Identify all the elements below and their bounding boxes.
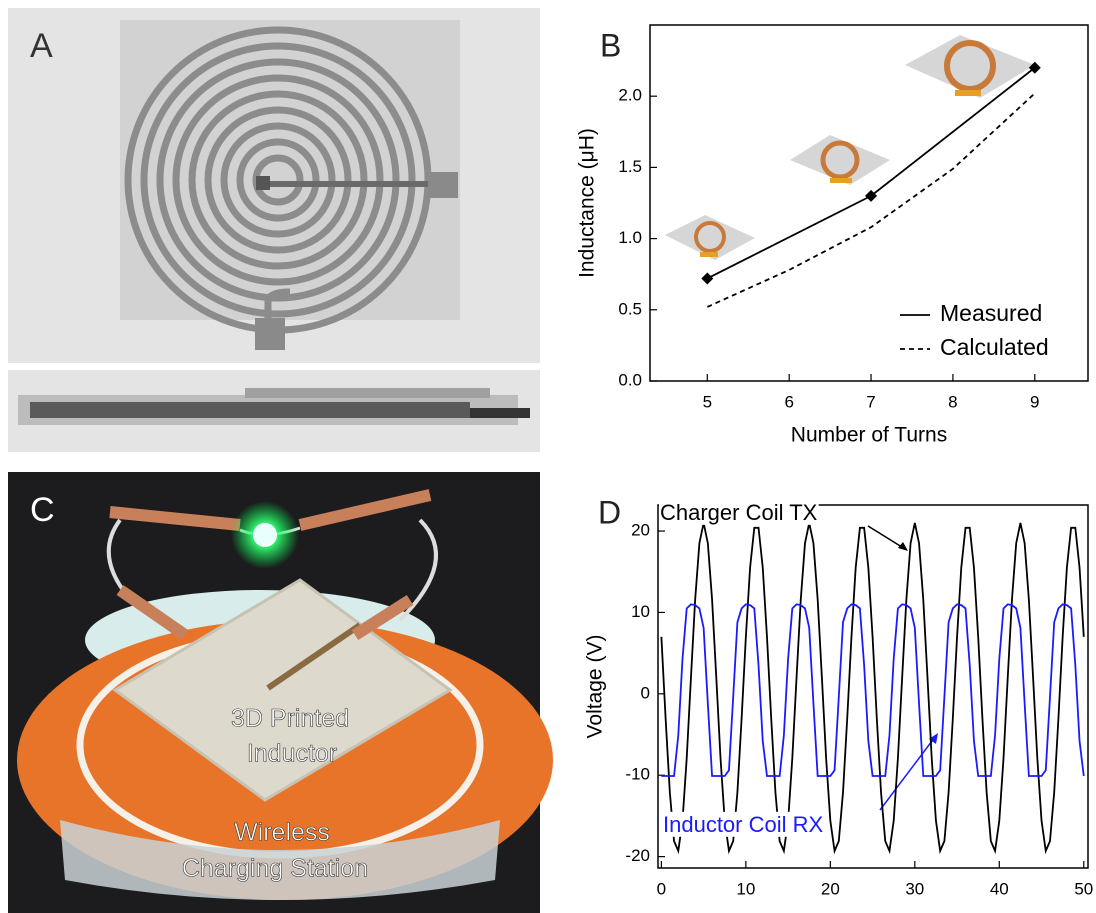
panel-label: A xyxy=(30,27,53,65)
x-tick-label: 5 xyxy=(703,392,712,411)
photo-caption: 3D Printed xyxy=(231,705,349,733)
legend-label: Calculated xyxy=(940,334,1049,360)
y-axis-label: Inductance (μH) xyxy=(576,128,599,278)
x-tick-label: 9 xyxy=(1030,392,1039,411)
panel-label: D xyxy=(598,494,621,530)
data-point xyxy=(1028,61,1041,74)
coil-inset xyxy=(665,35,1035,260)
photo-caption: Charging Station xyxy=(182,855,368,883)
panel-label: C xyxy=(30,491,55,529)
x-axis-label: Number of Turns xyxy=(791,424,947,447)
series-annotation: Inductor Coil RX xyxy=(663,812,824,837)
photo-a xyxy=(8,8,540,452)
annotation-bg xyxy=(662,811,825,837)
y-tick-label: -20 xyxy=(625,846,650,865)
x-tick-label: 20 xyxy=(821,879,840,898)
y-axis-label: Voltage (V) xyxy=(584,635,607,739)
panel-label: B xyxy=(600,27,621,63)
x-tick-label: 40 xyxy=(990,879,1009,898)
y-tick-label: 20 xyxy=(631,521,650,540)
plot-frame xyxy=(657,504,1089,869)
annotation-arrows xyxy=(867,525,938,811)
series-line xyxy=(706,67,1036,280)
data-point xyxy=(865,189,878,202)
x-tick-label: 6 xyxy=(784,392,793,411)
series-annotation: Charger Coil TX xyxy=(660,500,818,525)
y-tick-label: -10 xyxy=(625,765,650,784)
x-tick-label: 0 xyxy=(657,879,666,898)
x-axis-label: Time (μs) xyxy=(829,911,917,913)
y-tick-label: 0 xyxy=(641,683,650,702)
y-tick-label: 10 xyxy=(631,602,650,621)
data-point xyxy=(701,272,714,285)
x-tick-label: 10 xyxy=(736,879,755,898)
x-tick-label: 7 xyxy=(866,392,875,411)
y-tick-label: 2.0 xyxy=(618,86,642,105)
photo-c xyxy=(8,472,553,913)
x-tick-label: 8 xyxy=(948,392,957,411)
x-tick-label: 30 xyxy=(905,879,924,898)
legend-label: Measured xyxy=(940,300,1042,326)
y-tick-label: 1.5 xyxy=(618,157,642,176)
series-line xyxy=(660,522,1085,855)
plot-frame xyxy=(649,24,1089,382)
y-tick-label: 0.5 xyxy=(618,299,642,318)
annotation-bg xyxy=(659,499,819,525)
series-line xyxy=(706,92,1036,308)
photo-caption: Wireless xyxy=(234,819,330,847)
y-tick-label: 0.0 xyxy=(618,370,642,389)
series-line xyxy=(661,603,1085,777)
y-tick-label: 1.0 xyxy=(618,228,642,247)
x-tick-label: 50 xyxy=(1074,879,1093,898)
photo-caption: Inductor xyxy=(247,740,337,768)
